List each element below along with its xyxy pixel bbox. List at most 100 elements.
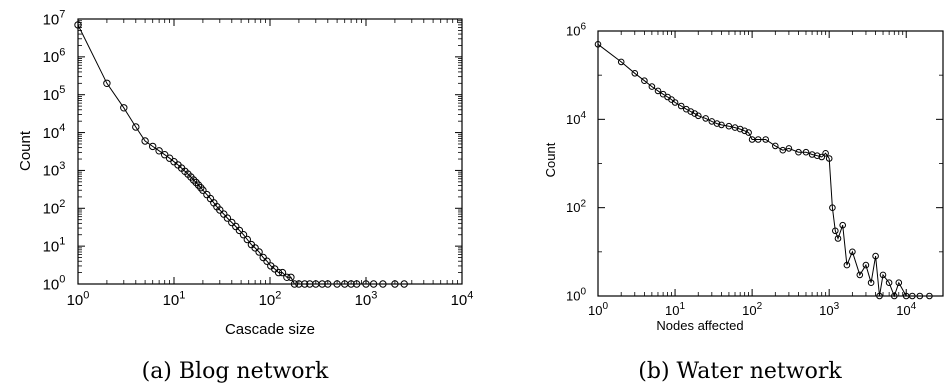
- data-point: [318, 280, 326, 288]
- data-point: [879, 271, 887, 279]
- data-point: [785, 145, 793, 152]
- data-point: [839, 221, 847, 229]
- data-point: [379, 280, 387, 288]
- data-point: [745, 129, 752, 136]
- data-point: [223, 214, 232, 222]
- data-point: [274, 268, 283, 277]
- y-tick-label-base: 10: [43, 163, 60, 180]
- data-point: [843, 261, 851, 269]
- data-point: [333, 280, 341, 288]
- data-point: [829, 204, 836, 211]
- data-point: [251, 244, 259, 252]
- data-point: [295, 280, 303, 288]
- plot-frame: [597, 30, 944, 297]
- x-tick-label: 101: [163, 289, 186, 309]
- data-point: [290, 280, 299, 288]
- data-point: [856, 271, 864, 279]
- data-point: [867, 279, 875, 287]
- y-tick-label: 102: [566, 198, 586, 215]
- data-point: [194, 181, 203, 189]
- data-point: [741, 127, 748, 135]
- data-point: [926, 292, 933, 300]
- data-point: [725, 122, 733, 130]
- y-tick-label-base: 10: [43, 238, 60, 255]
- y-axis-label: Count: [543, 142, 558, 177]
- x-axis-label: Cascade size: [225, 321, 315, 338]
- y-tick-label-exponent: 3: [59, 160, 65, 172]
- caption: (a) Blog network: [142, 359, 329, 384]
- y-tick-label-exponent: 5: [59, 84, 65, 96]
- data-point: [813, 152, 821, 159]
- y-tick-label: 104: [566, 110, 586, 127]
- x-tick-label-exponent: 1: [680, 301, 686, 312]
- data-point: [832, 227, 839, 235]
- x-tick-label: 102: [742, 301, 762, 318]
- y-tick-label-base: 10: [43, 87, 60, 104]
- data-point: [691, 110, 699, 117]
- x-tick-label: 104: [896, 301, 916, 318]
- data-point: [103, 79, 111, 88]
- data-point: [876, 292, 883, 300]
- data-point: [617, 58, 625, 66]
- x-tick-label-base: 10: [355, 292, 372, 309]
- x-tick-label-exponent: 0: [83, 289, 89, 301]
- x-tick-label: 100: [67, 289, 90, 309]
- data-point: [324, 280, 332, 288]
- data-point: [654, 87, 662, 95]
- data-point: [713, 120, 721, 127]
- x-tick-label-exponent: 0: [602, 301, 608, 312]
- x-tick-label: 104: [451, 289, 474, 309]
- y-tick-label: 103: [43, 160, 66, 180]
- data-point: [895, 279, 903, 287]
- data-point: [369, 280, 378, 288]
- x-tick-label-base: 10: [588, 303, 602, 318]
- y-tick-label: 100: [566, 287, 586, 304]
- y-tick-label-base: 10: [566, 289, 580, 304]
- y-tick-label-exponent: 7: [59, 9, 65, 21]
- data-point: [779, 146, 787, 154]
- data-point: [259, 253, 267, 262]
- x-tick-label-exponent: 2: [757, 301, 763, 312]
- data-point: [347, 280, 355, 288]
- data-point: [74, 21, 82, 29]
- data-point: [818, 153, 826, 161]
- y-tick-label-exponent: 1: [59, 236, 65, 248]
- data-point: [687, 108, 695, 115]
- data-point: [909, 292, 916, 300]
- y-tick-label-base: 10: [43, 11, 60, 28]
- x-tick-label-exponent: 3: [371, 289, 377, 301]
- data-point: [287, 273, 295, 281]
- data-point: [772, 142, 779, 150]
- data-point: [695, 112, 702, 120]
- data-point: [702, 115, 710, 122]
- y-tick-label-base: 10: [566, 112, 580, 127]
- x-tick-label: 103: [355, 289, 378, 309]
- y-tick-label-exponent: 6: [59, 46, 65, 58]
- y-tick-label: 105: [43, 84, 66, 104]
- data-point: [825, 155, 833, 162]
- x-tick-label-base: 10: [451, 292, 468, 309]
- y-tick-label-base: 10: [43, 201, 60, 218]
- y-tick-label-exponent: 0: [580, 287, 586, 298]
- y-tick-label-exponent: 0: [59, 274, 65, 286]
- data-point: [362, 280, 370, 288]
- y-tick-label-exponent: 2: [580, 198, 586, 209]
- data-point: [149, 142, 157, 151]
- data-point: [197, 184, 205, 192]
- y-tick-label-exponent: 6: [580, 22, 586, 33]
- data-point: [762, 136, 770, 143]
- y-tick-label: 106: [566, 22, 586, 39]
- data-point: [648, 83, 656, 90]
- data-point: [216, 206, 224, 214]
- data-point: [155, 147, 163, 155]
- data-point: [849, 248, 856, 256]
- data-point: [748, 136, 756, 143]
- x-tick-label: 100: [588, 301, 608, 318]
- data-point: [802, 148, 810, 156]
- y-tick-label: 107: [43, 9, 66, 29]
- data-point: [862, 261, 870, 269]
- data-point: [677, 102, 685, 110]
- x-tick-label: 103: [819, 301, 839, 318]
- x-tick-label-base: 10: [163, 292, 180, 309]
